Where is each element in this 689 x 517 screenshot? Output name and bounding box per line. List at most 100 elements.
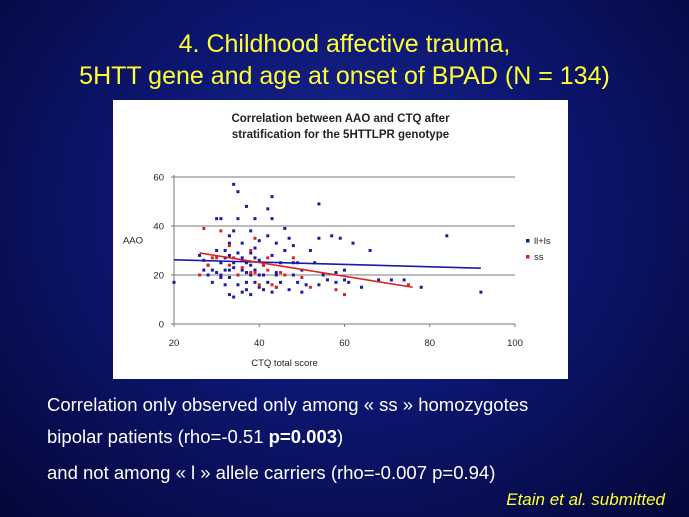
point-ll-ls xyxy=(287,236,291,240)
point-ll-ls xyxy=(236,283,240,287)
point-ll-ls xyxy=(232,229,236,233)
point-ll-ls xyxy=(202,268,206,272)
point-ss xyxy=(202,226,206,230)
point-ll-ls xyxy=(219,261,223,265)
point-ll-ls xyxy=(236,217,240,221)
point-ll-ls xyxy=(330,234,334,238)
point-ll-ls xyxy=(325,278,329,282)
point-ss xyxy=(249,249,253,252)
point-ll-ls xyxy=(232,266,236,270)
point-ll-ls xyxy=(334,280,338,284)
point-ll-ls xyxy=(215,271,219,275)
point-ss xyxy=(291,256,295,260)
x-tick-label: 40 xyxy=(254,338,265,349)
x-tick-label: 20 xyxy=(169,338,180,349)
point-ll-ls xyxy=(257,273,261,277)
point-ss xyxy=(227,244,231,248)
point-ll-ls xyxy=(304,283,308,287)
point-ll-ls xyxy=(244,280,248,284)
point-ss xyxy=(274,285,278,289)
point-ll-ls xyxy=(198,253,202,257)
point-ss xyxy=(308,285,312,289)
point-ss xyxy=(219,229,223,233)
point-ll-ls xyxy=(402,278,406,282)
point-ll-ls xyxy=(244,271,248,275)
legend-label: ll+ls xyxy=(534,236,551,247)
point-ss xyxy=(257,283,261,287)
point-ll-ls xyxy=(210,280,214,284)
point-ll-ls xyxy=(227,293,231,297)
point-ll-ls xyxy=(291,244,295,248)
point-ll-ls xyxy=(223,249,227,252)
point-ll-ls xyxy=(227,241,231,245)
point-ll-ls xyxy=(338,236,342,240)
point-ll-ls xyxy=(253,217,257,221)
point-ll-ls xyxy=(253,256,257,260)
point-ll-ls xyxy=(389,278,393,282)
point-ss xyxy=(406,283,410,287)
point-ll-ls xyxy=(445,234,449,238)
point-ll-ls xyxy=(317,202,321,206)
point-ll-ls xyxy=(283,249,287,252)
point-ll-ls xyxy=(343,278,346,282)
point-ll-ls xyxy=(313,261,317,265)
point-ss xyxy=(283,273,287,277)
body-line2-suffix: ) xyxy=(337,426,344,447)
point-ll-ls xyxy=(262,288,266,292)
point-ll-ls xyxy=(210,268,214,272)
legend-marker xyxy=(526,239,530,243)
point-ll-ls xyxy=(215,217,219,221)
chart-panel: Correlation between AAO and CTQ after st… xyxy=(113,100,568,379)
point-ss xyxy=(206,263,210,267)
point-ll-ls xyxy=(219,275,223,279)
point-ll-ls xyxy=(296,280,300,284)
point-ss xyxy=(215,256,219,260)
point-ll-ls xyxy=(308,249,312,252)
point-ss xyxy=(334,288,338,292)
point-ll-ls xyxy=(334,271,338,275)
point-ll-ls xyxy=(270,290,274,294)
point-ll-ls xyxy=(249,273,253,277)
point-ll-ls xyxy=(377,278,381,282)
body-line2: bipolar patients (rho=-0.51 p=0.003) xyxy=(47,424,343,450)
y-tick-label: 40 xyxy=(153,222,164,233)
point-ll-ls xyxy=(172,280,176,284)
point-ll-ls xyxy=(244,261,248,265)
point-ss xyxy=(240,266,244,270)
point-ll-ls xyxy=(266,207,270,211)
scatter-plot: 0 20 40 60 20 40 60 80 100 CTQ total score AAO ll+l… xyxy=(123,173,551,370)
point-ll-ls xyxy=(236,251,240,255)
point-ll-ls xyxy=(232,295,236,299)
x-tick-label: 80 xyxy=(424,338,435,349)
slide-title-line1: 4. Childhood affective trauma, xyxy=(178,30,511,58)
point-ll-ls xyxy=(249,251,253,255)
point-ll-ls xyxy=(283,226,287,230)
point-ss xyxy=(236,273,240,277)
point-ll-ls xyxy=(279,280,283,284)
point-ll-ls xyxy=(317,236,321,240)
legend-label: ss xyxy=(534,252,544,263)
point-ll-ls xyxy=(287,288,291,292)
y-tick-label: 60 xyxy=(153,173,164,184)
x-tick-label: 60 xyxy=(339,338,350,349)
slide-title-line2: 5HTT gene and age at onset of BPAD (N = … xyxy=(79,62,610,90)
point-ll-ls xyxy=(479,290,483,294)
point-ll-ls xyxy=(270,253,274,257)
point-ll-ls xyxy=(249,229,253,233)
point-ll-ls xyxy=(257,285,261,289)
trendline-ll-ls xyxy=(173,259,481,269)
point-ss xyxy=(253,271,257,275)
point-ll-ls xyxy=(227,234,231,238)
point-ss xyxy=(279,271,283,275)
point-ll-ls xyxy=(321,273,325,277)
point-ll-ls xyxy=(227,268,231,272)
point-ss xyxy=(300,275,304,279)
point-ss xyxy=(262,263,266,267)
slide-title: 4. Childhood affective trauma, 5HTT gene… xyxy=(0,28,689,92)
point-ll-ls xyxy=(206,273,210,277)
point-ll-ls xyxy=(291,273,295,277)
point-ll-ls xyxy=(244,204,248,208)
point-ll-ls xyxy=(249,263,253,267)
point-ll-ls xyxy=(249,293,253,297)
point-ss xyxy=(266,256,270,260)
